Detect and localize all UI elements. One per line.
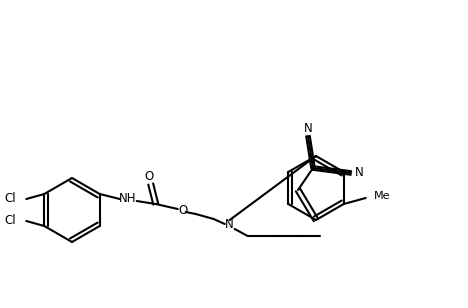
Text: Cl: Cl — [5, 214, 16, 228]
Text: Me: Me — [374, 191, 390, 201]
Text: O: O — [178, 205, 187, 217]
Text: Cl: Cl — [5, 192, 16, 205]
Text: N: N — [225, 217, 234, 230]
Text: N: N — [304, 121, 312, 135]
Text: NH: NH — [119, 192, 137, 205]
Text: N: N — [355, 167, 363, 180]
Text: O: O — [144, 169, 154, 183]
